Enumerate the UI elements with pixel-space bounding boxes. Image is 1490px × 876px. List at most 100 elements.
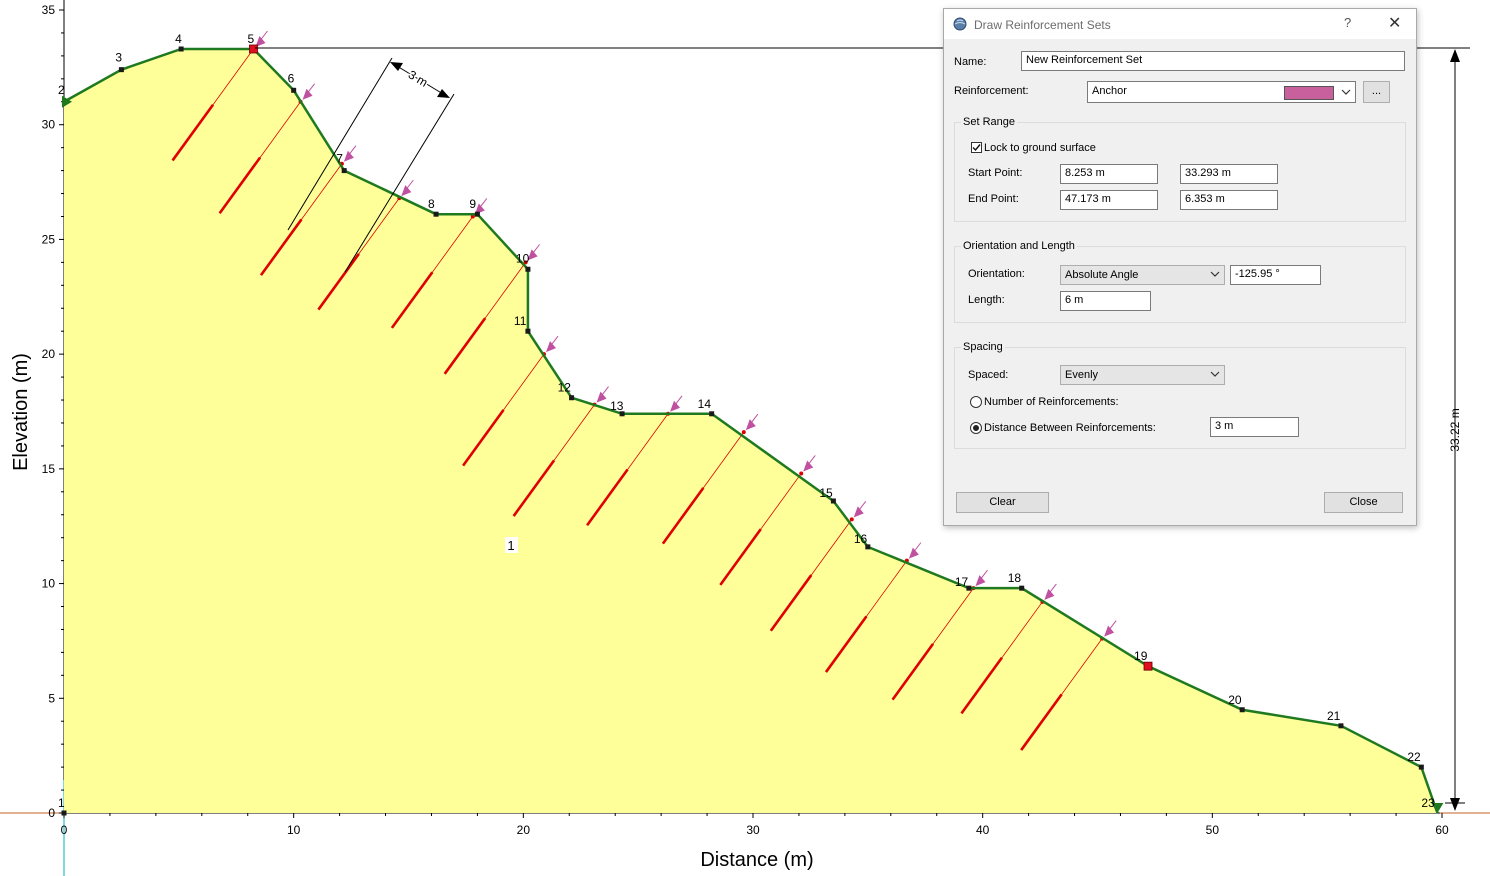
anchor-head-arrow-icon bbox=[343, 150, 354, 162]
close-button[interactable]: Close bbox=[1324, 492, 1403, 513]
reinforcement-color-swatch bbox=[1284, 86, 1334, 100]
anchor-bond-length bbox=[1020, 693, 1063, 751]
boundary-vertex[interactable]: 1 bbox=[58, 796, 67, 816]
slope-material-region[interactable] bbox=[64, 49, 1438, 813]
boundary-vertex[interactable]: 7 bbox=[336, 152, 347, 174]
vertex-marker bbox=[619, 411, 625, 417]
boundary-vertex[interactable]: 17 bbox=[955, 575, 972, 591]
orientation-select[interactable]: Absolute Angle bbox=[1060, 265, 1225, 285]
anchor-bond-length bbox=[390, 271, 434, 329]
vertex-marker bbox=[178, 46, 184, 52]
vertex-marker bbox=[433, 211, 439, 217]
start-y-input[interactable]: 33.293 m bbox=[1180, 164, 1278, 184]
boundary-vertex[interactable]: 3 bbox=[115, 51, 124, 73]
clear-button[interactable]: Clear bbox=[956, 492, 1049, 513]
boundary-vertex[interactable]: 23 bbox=[1421, 796, 1444, 813]
boundary-vertex[interactable]: 2 bbox=[58, 83, 72, 108]
spacing-group-title: Spacing bbox=[961, 341, 1005, 353]
draw-reinforcement-dialog[interactable]: Draw Reinforcement Sets ? ✕ Name: New Re… bbox=[943, 8, 1417, 526]
anchor-head-arrow-icon bbox=[255, 36, 266, 48]
chevron-down-icon bbox=[1341, 89, 1351, 95]
anchor[interactable] bbox=[719, 455, 816, 586]
lock-ground-checkbox[interactable] bbox=[971, 142, 982, 153]
boundary-vertex[interactable]: 18 bbox=[1008, 571, 1025, 591]
anchor-bond-length bbox=[769, 574, 813, 632]
vertex-label: 21 bbox=[1327, 709, 1341, 723]
help-button[interactable]: ? bbox=[1344, 15, 1352, 30]
y-tick-label: 5 bbox=[48, 691, 55, 705]
vertex-label: 17 bbox=[955, 575, 969, 589]
vertex-label: 16 bbox=[854, 532, 868, 546]
vertex-marker bbox=[525, 328, 531, 334]
boundary-vertex[interactable]: 20 bbox=[1228, 693, 1245, 713]
height-dimension-label: 33.22 m bbox=[1448, 408, 1462, 451]
distance-between-input[interactable]: 3 m bbox=[1210, 417, 1299, 437]
spacing-dimension-line bbox=[391, 62, 449, 98]
boundary-vertex[interactable]: 15 bbox=[819, 486, 836, 504]
anchor[interactable] bbox=[1020, 620, 1117, 751]
boundary-vertex[interactable]: 5 bbox=[247, 32, 258, 54]
vertex-marker bbox=[1338, 723, 1344, 729]
number-of-reinforcements-radio[interactable] bbox=[970, 396, 982, 408]
end-x-input[interactable]: 47.173 m bbox=[1060, 190, 1158, 210]
boundary-vertex[interactable]: 11 bbox=[514, 314, 531, 334]
end-y-input[interactable]: 6.353 m bbox=[1180, 190, 1278, 210]
orientation-angle-input[interactable]: -125.95 ° bbox=[1230, 265, 1321, 285]
boundary-vertex[interactable]: 6 bbox=[288, 71, 297, 93]
start-point-label: Start Point: bbox=[968, 167, 1023, 179]
length-label: Length: bbox=[968, 294, 1005, 306]
start-x-input[interactable]: 8.253 m bbox=[1060, 164, 1158, 184]
boundary-vertex[interactable]: 12 bbox=[558, 381, 575, 401]
anchor[interactable] bbox=[769, 501, 867, 632]
number-of-reinforcements-label: Number of Reinforcements: bbox=[984, 396, 1119, 408]
x-tick-label: 40 bbox=[976, 823, 990, 837]
boundary-vertex[interactable]: 14 bbox=[698, 397, 715, 417]
name-input[interactable]: New Reinforcement Set bbox=[1021, 51, 1405, 71]
anchor-head-arrow-icon bbox=[853, 506, 864, 518]
x-tick-label: 50 bbox=[1206, 823, 1220, 837]
boundary-vertex[interactable]: 4 bbox=[175, 32, 184, 52]
boundary-vertex[interactable]: 8 bbox=[428, 197, 439, 217]
x-tick-label: 20 bbox=[517, 823, 531, 837]
anchor[interactable] bbox=[661, 413, 759, 545]
anchor[interactable] bbox=[259, 145, 357, 276]
spaced-select[interactable]: Evenly bbox=[1060, 365, 1225, 385]
anchor-head-arrow-icon bbox=[401, 185, 412, 197]
anchor-head-point bbox=[470, 214, 475, 219]
dialog-close-icon[interactable]: ✕ bbox=[1388, 15, 1402, 32]
boundary-vertex[interactable]: 10 bbox=[516, 251, 531, 272]
y-axis-label: Elevation (m) bbox=[10, 353, 32, 471]
boundary-vertex[interactable]: 9 bbox=[469, 197, 480, 217]
set-range-title: Set Range bbox=[961, 116, 1017, 128]
length-input[interactable]: 6 m bbox=[1060, 291, 1151, 311]
anchor[interactable] bbox=[824, 542, 922, 673]
boundary-vertex[interactable]: 13 bbox=[610, 399, 625, 417]
spacing-extension-1 bbox=[287, 57, 393, 231]
boundary-vertex[interactable]: 16 bbox=[854, 532, 871, 550]
anchor[interactable] bbox=[443, 244, 541, 375]
dialog-titlebar[interactable]: Draw Reinforcement Sets ? ✕ bbox=[944, 9, 1416, 39]
spacing-extension-2 bbox=[344, 93, 455, 273]
anchor-head-point bbox=[741, 430, 746, 435]
distance-between-radio[interactable] bbox=[970, 422, 982, 434]
boundary-vertex[interactable]: 22 bbox=[1407, 750, 1424, 770]
vertex-marker bbox=[61, 810, 67, 816]
vertex-marker bbox=[291, 87, 297, 93]
reinforcement-properties-button[interactable]: ... bbox=[1363, 81, 1390, 103]
vertex-label: 13 bbox=[610, 399, 624, 413]
vertex-label: 5 bbox=[247, 32, 254, 46]
x-tick-label: 60 bbox=[1435, 823, 1449, 837]
reinforcement-select[interactable]: Anchor bbox=[1087, 81, 1356, 103]
vertex-label: 19 bbox=[1134, 649, 1148, 663]
end-point-label: End Point: bbox=[968, 193, 1019, 205]
anchor-bond-length bbox=[512, 459, 556, 517]
boundary-vertex[interactable]: 19 bbox=[1134, 649, 1153, 671]
anchor-bond-length bbox=[891, 643, 935, 701]
anchor-head-point bbox=[849, 517, 854, 522]
slope-boundary[interactable] bbox=[63, 47, 1439, 814]
material-label: 1 bbox=[507, 538, 514, 553]
boundary-vertex[interactable]: 21 bbox=[1327, 709, 1344, 729]
